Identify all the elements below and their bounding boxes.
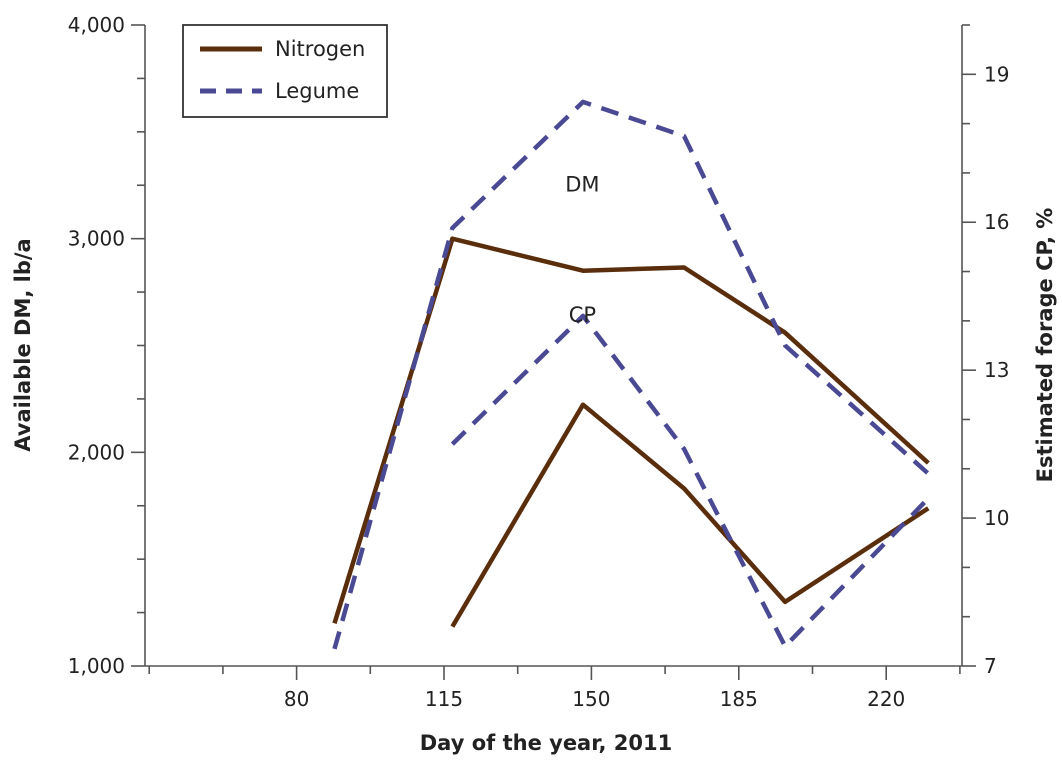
y-axis-title-right: Estimated forage CP, %	[1033, 208, 1057, 483]
series-cp-legume	[452, 316, 928, 646]
y-right-tick-label: 19	[984, 62, 1009, 86]
y-right-tick-label: 16	[984, 210, 1009, 234]
x-tick-label: 115	[425, 687, 463, 711]
x-tick-label: 80	[284, 687, 309, 711]
y-left-tick-label: 1,000	[68, 654, 125, 678]
y-left-tick-label: 4,000	[68, 13, 125, 37]
x-tick-label: 220	[867, 687, 905, 711]
x-tick-label: 185	[720, 687, 758, 711]
y-left-tick-label: 3,000	[68, 227, 125, 251]
legend-label-nitrogen: Nitrogen	[275, 37, 365, 61]
legend-label-legume: Legume	[275, 79, 359, 103]
y-right-tick-label: 7	[984, 654, 997, 678]
y-left-tick-label: 2,000	[68, 440, 125, 464]
annotation-cp: CP	[569, 303, 596, 327]
annotations: DM CP	[565, 173, 599, 327]
y-right-tick-label: 10	[984, 506, 1009, 530]
legend: Nitrogen Legume	[183, 25, 387, 117]
x-axis-title: Day of the year, 2011	[420, 731, 672, 755]
series-layer	[335, 102, 929, 649]
x-tick-label: 150	[572, 687, 610, 711]
y-right-tick-label: 13	[984, 358, 1009, 382]
annotation-dm: DM	[565, 173, 599, 197]
series-cp-nitrogen	[452, 405, 928, 627]
y-axis-title-left: Available DM, lb/a	[11, 238, 35, 451]
